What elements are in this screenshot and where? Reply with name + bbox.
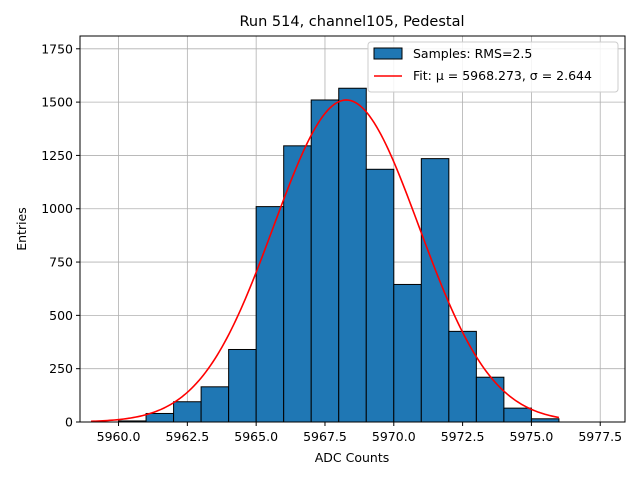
y-tick-label: 250 [49, 361, 73, 376]
legend: Samples: RMS=2.5 Fit: μ = 5968.273, σ = … [367, 41, 619, 93]
x-axis-label: ADC Counts [315, 450, 390, 465]
chart-title: Run 514, channel105, Pedestal [239, 14, 464, 30]
histogram-bar [475, 376, 505, 423]
y-tick-label: 500 [49, 308, 73, 323]
x-tick-label: 5972.5 [441, 429, 485, 444]
histogram-bar [503, 407, 532, 423]
x-tick-label: 5962.5 [165, 429, 209, 444]
plot-frame [79, 35, 626, 423]
histogram-bar [228, 348, 257, 423]
histogram-bar [255, 206, 285, 423]
y-tick-label: 1500 [41, 95, 73, 110]
histogram-bar [393, 283, 422, 423]
x-tick-label: 5975.0 [510, 429, 554, 444]
x-tick-label: 5970.0 [372, 429, 416, 444]
y-tick-label: 1000 [41, 201, 73, 216]
x-tick-label: 5977.5 [578, 429, 622, 444]
histogram-bar [338, 87, 367, 423]
y-axis-label: Entries [14, 207, 29, 251]
y-tick-label: 1750 [41, 41, 73, 56]
y-tick-label: 0 [65, 415, 73, 430]
y-tick-label: 1250 [41, 148, 73, 163]
x-tick-label: 5965.0 [234, 429, 278, 444]
fit-curve [90, 99, 560, 423]
histogram-bar [448, 330, 477, 423]
legend-histogram-label: Samples: RMS=2.5 [413, 46, 532, 61]
legend-fit-label: Fit: μ = 5968.273, σ = 2.644 [413, 68, 592, 83]
y-axis-ticks: 0 250 500 750 1000 1250 1500 1750 [41, 41, 80, 430]
histogram-bars [118, 87, 560, 423]
histogram-bar [145, 412, 175, 423]
x-tick-label: 5967.5 [303, 429, 347, 444]
x-axis-ticks: 5960.0 5962.5 5965.0 5967.5 5970.0 5972.5 5975… [97, 422, 622, 444]
y-tick-label: 750 [49, 255, 73, 270]
histogram-bar [200, 386, 230, 423]
fit-curve-layer [90, 99, 560, 423]
histogram-bar [173, 401, 202, 423]
x-tick-label: 5960.0 [97, 429, 141, 444]
legend-box [367, 41, 619, 93]
histogram-bar [283, 145, 312, 423]
legend-histogram-swatch [373, 47, 403, 60]
histogram-bar [310, 99, 340, 423]
histogram-bar [365, 168, 395, 423]
histogram-bar [420, 158, 450, 423]
